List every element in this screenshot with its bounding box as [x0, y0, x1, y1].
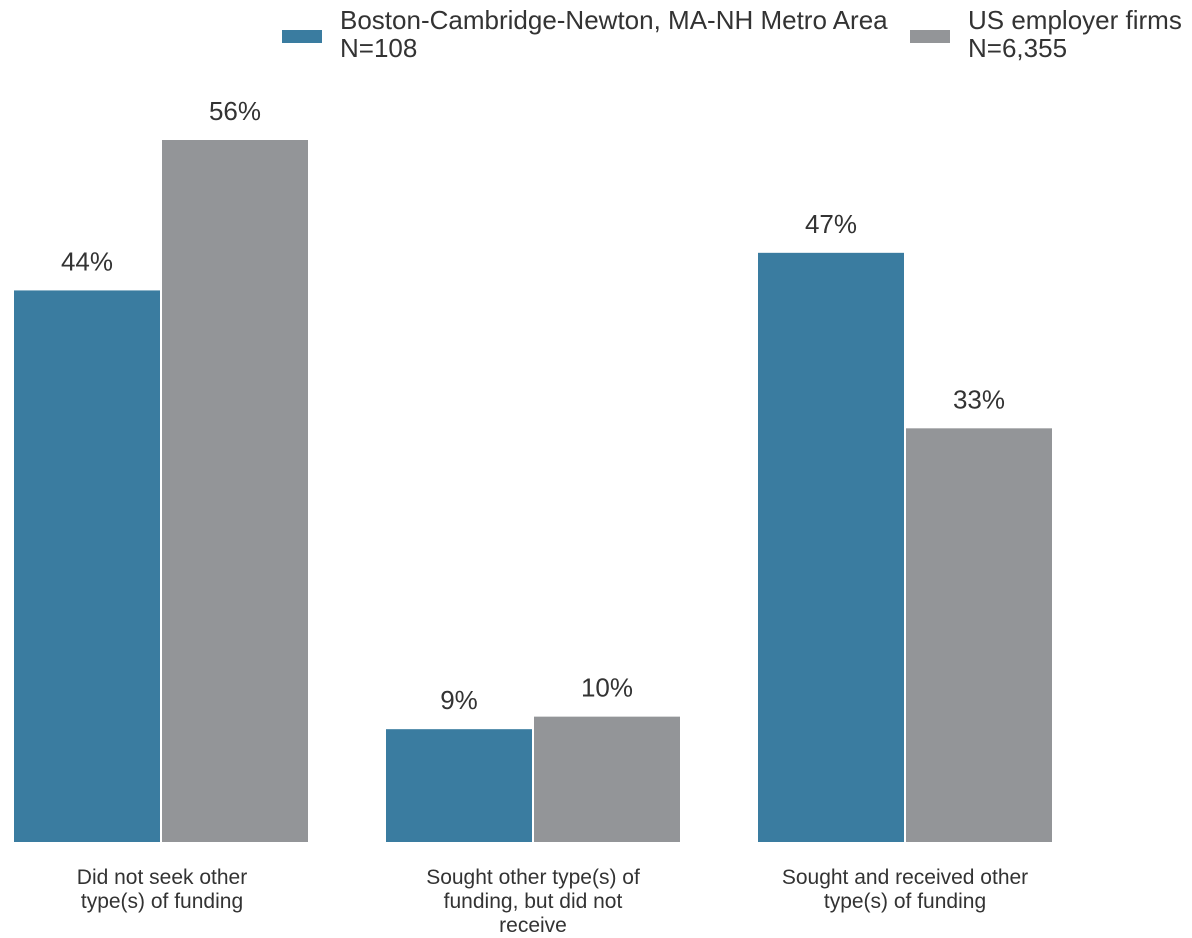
bar-boston-did-not-seek — [14, 290, 160, 842]
bar-us-did-not-seek — [162, 140, 308, 842]
data-label-us-did-not-seek: 56% — [209, 96, 261, 126]
legend-item-us: US employer firms N=6,355 — [910, 6, 1182, 62]
data-label-boston-sought-received: 47% — [805, 209, 857, 239]
data-label-boston-did-not-seek: 44% — [61, 246, 113, 276]
data-label-us-sought-received: 33% — [953, 384, 1005, 414]
legend-label-us: US employer firms — [968, 5, 1182, 35]
bar-boston-sought-not-received — [386, 729, 532, 842]
category-label-did-not-seek: Did not seek other type(s) of funding — [76, 866, 248, 913]
category-label-sought-not-received: Sought other type(s) of funding, but did … — [426, 866, 640, 937]
legend-label-boston: Boston-Cambridge-Newton, MA-NH Metro Are… — [340, 5, 888, 35]
legend-item-boston: Boston-Cambridge-Newton, MA-NH Metro Are… — [282, 6, 888, 62]
legend-n-us: N=6,355 — [968, 33, 1068, 63]
bar-us-sought-not-received — [534, 716, 680, 842]
legend-swatch-boston — [282, 30, 322, 43]
legend-swatch-us — [910, 30, 950, 43]
category-label-sought-received: Sought and received other type(s) of fund… — [781, 866, 1029, 913]
bar-boston-sought-received — [758, 252, 904, 843]
bar-us-sought-received — [906, 428, 1052, 842]
data-label-boston-sought-not-received: 9% — [440, 685, 478, 715]
legend-n-boston: N=108 — [340, 33, 418, 63]
data-label-us-sought-not-received: 10% — [581, 673, 633, 703]
